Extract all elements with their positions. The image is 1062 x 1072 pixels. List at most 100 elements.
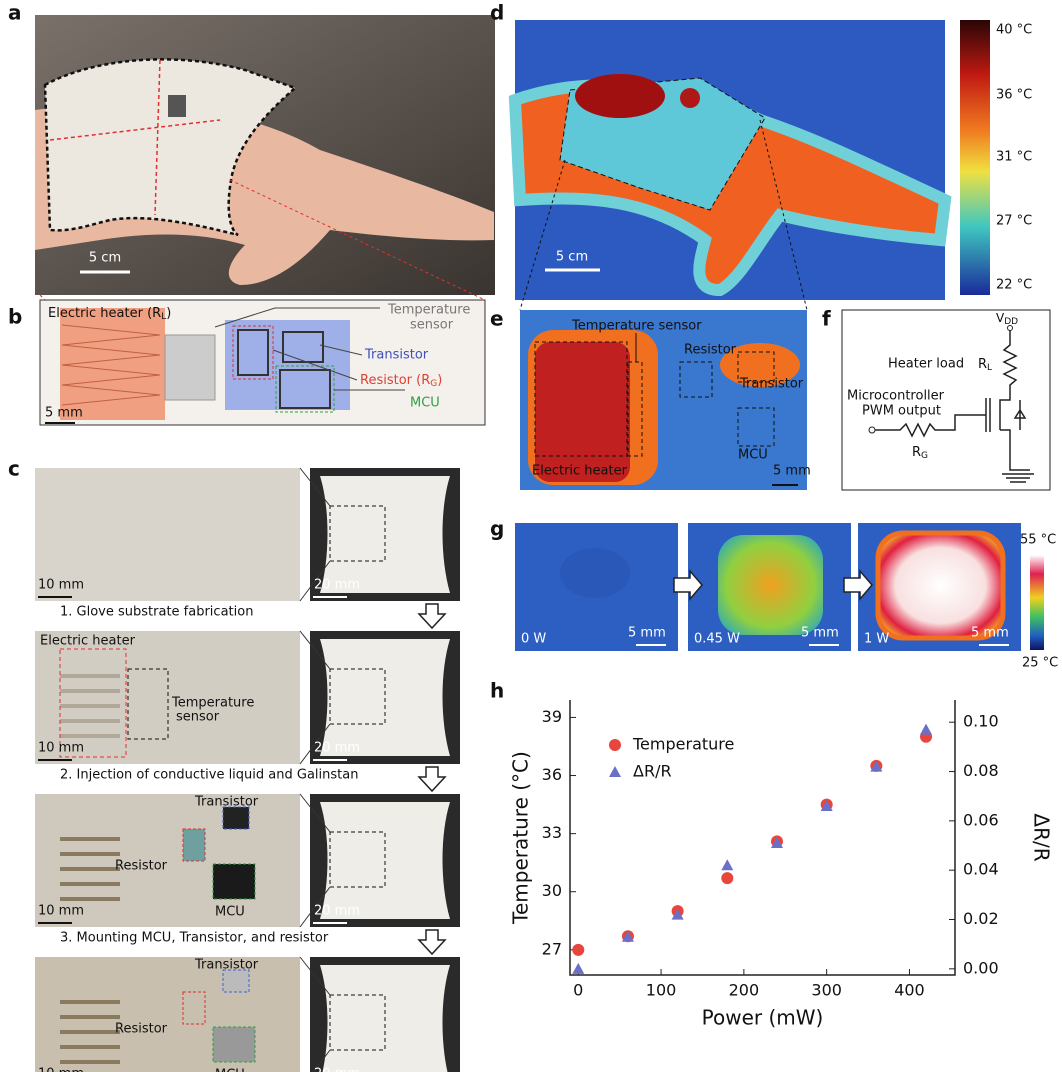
y2-axis-label: ΔR/R bbox=[1030, 813, 1054, 861]
x-tick-label: 100 bbox=[646, 981, 677, 1000]
heater-heat bbox=[535, 342, 630, 482]
panel-f: f VDD Heater load RL Microcontroller PWM… bbox=[822, 307, 1051, 491]
scale-label: 5 cm bbox=[89, 251, 121, 266]
transistor-box bbox=[222, 806, 250, 830]
sensor-label: Temperature bbox=[387, 303, 470, 318]
terminal bbox=[868, 426, 876, 434]
scale-label: 5 mm bbox=[801, 626, 839, 641]
zoom-line bbox=[299, 956, 331, 1072]
colorbar-label: 36 °C bbox=[996, 88, 1032, 103]
scale-label: 5 mm bbox=[971, 626, 1009, 641]
data-point bbox=[671, 908, 684, 920]
y-tick-label: 39 bbox=[542, 707, 562, 726]
sensor-label: sensor bbox=[410, 318, 454, 333]
vdd-label: VDD bbox=[996, 311, 1018, 327]
panel-label: d bbox=[490, 1, 504, 25]
circuit-region bbox=[225, 320, 350, 410]
glove-piece bbox=[320, 476, 450, 593]
panel-d: d 5 cm 40 °C 36 °C 31 °C 27 °C 22 °C bbox=[490, 1, 1032, 311]
heater-trace bbox=[60, 674, 120, 738]
transistor-box bbox=[737, 351, 775, 383]
panel-label: c bbox=[8, 457, 20, 481]
text-part: G bbox=[921, 451, 928, 461]
mcu-label: MCU bbox=[738, 448, 768, 463]
transistor-label: Transistor bbox=[194, 958, 259, 973]
leader bbox=[214, 307, 405, 391]
glove-piece bbox=[320, 802, 450, 919]
zoom-line bbox=[299, 630, 331, 765]
y2-tick-label: 0.08 bbox=[963, 761, 999, 780]
resistor-box bbox=[182, 828, 206, 862]
chip bbox=[168, 95, 186, 117]
y2-tick-label: 0.00 bbox=[963, 958, 999, 977]
panel-label: g bbox=[490, 517, 504, 541]
heater-label: Electric heater (RL) bbox=[48, 306, 171, 322]
panel-b: b Electric heater (RL) Temperature senso… bbox=[8, 299, 486, 426]
scale-label: 20 mm bbox=[314, 741, 360, 756]
x-tick-label: 400 bbox=[894, 981, 925, 1000]
zoom-line bbox=[299, 793, 331, 928]
text-part: G bbox=[430, 379, 437, 389]
text-part: V bbox=[996, 311, 1005, 325]
resistor-box bbox=[182, 991, 206, 1025]
legend-label: ΔR/R bbox=[633, 762, 672, 781]
heater-label: Electric heater bbox=[40, 634, 136, 649]
resistor-label: Resistor bbox=[684, 343, 737, 358]
panel-label: h bbox=[490, 679, 504, 703]
text-part: R bbox=[912, 445, 921, 460]
text-part: L bbox=[987, 363, 992, 373]
legend-marker bbox=[609, 766, 621, 777]
transistor-box bbox=[222, 969, 250, 993]
colorbar bbox=[960, 20, 990, 295]
sensor-label: Temperature sensor bbox=[571, 319, 702, 334]
panel-label: a bbox=[8, 1, 22, 25]
sensor bbox=[164, 334, 216, 401]
data-point bbox=[721, 859, 734, 871]
legend-marker bbox=[609, 739, 621, 751]
step-arrow bbox=[417, 603, 447, 630]
heater-trace bbox=[60, 1000, 120, 1064]
dashed-guide bbox=[49, 59, 221, 216]
terminal bbox=[1007, 325, 1013, 331]
colorbar-label: 22 °C bbox=[996, 278, 1032, 293]
transistor-label: Transistor bbox=[194, 795, 259, 810]
panel-e: e Temperature sensor Resistor Transistor… bbox=[490, 307, 811, 490]
scale-label: 20 mm bbox=[314, 1067, 360, 1072]
data-point bbox=[621, 930, 634, 942]
scale-label: 5 mm bbox=[628, 626, 666, 641]
photo bbox=[35, 794, 300, 927]
mcu bbox=[279, 369, 331, 409]
zoom-line bbox=[299, 467, 331, 602]
data-point bbox=[770, 837, 783, 849]
rg-label: RG bbox=[912, 445, 928, 461]
mcu-label: MCU bbox=[215, 905, 245, 920]
step-arrow bbox=[673, 568, 703, 602]
text-part: R bbox=[978, 357, 987, 372]
x-tick-label: 300 bbox=[811, 981, 842, 1000]
y-axis-label: Temperature (°C) bbox=[509, 751, 533, 925]
panel-a: a 5 cm bbox=[8, 1, 495, 301]
mcu-label: PWM output bbox=[862, 404, 941, 419]
y-tick-label: 27 bbox=[542, 939, 562, 958]
step-caption: 2. Injection of conductive liquid and Ga… bbox=[60, 768, 358, 783]
photo bbox=[35, 468, 300, 601]
x-tick-label: 0 bbox=[573, 981, 583, 1000]
mcu-box bbox=[212, 863, 256, 900]
text-part: Resistor (R bbox=[360, 373, 430, 388]
scale-label: 10 mm bbox=[38, 741, 84, 756]
text-part: ) bbox=[437, 373, 442, 388]
mcu-label: MCU bbox=[410, 396, 440, 411]
step-arrow bbox=[843, 568, 873, 602]
step-caption: 3. Mounting MCU, Transistor, and resisto… bbox=[60, 931, 329, 946]
circuit-box bbox=[841, 309, 1051, 491]
zoom-box bbox=[329, 831, 386, 888]
data-point bbox=[572, 962, 585, 974]
heat-spot bbox=[875, 530, 1006, 641]
scale-label: 5 mm bbox=[45, 406, 83, 421]
heater-box bbox=[59, 648, 127, 758]
step-arrow bbox=[417, 766, 447, 793]
scale-label: 10 mm bbox=[38, 578, 84, 593]
x-axis-label: Power (mW) bbox=[702, 1006, 824, 1030]
transistor-hotspot bbox=[680, 88, 700, 108]
colorbar-label: 27 °C bbox=[996, 214, 1032, 229]
